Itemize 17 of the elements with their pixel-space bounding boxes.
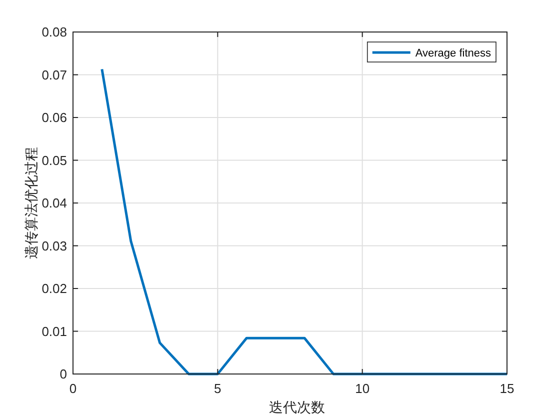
y-tick-label: 0.04 xyxy=(42,196,67,210)
legend: Average fitness xyxy=(366,42,496,62)
y-axis-title: 遗传算法优化过程 xyxy=(24,147,40,259)
y-tick-label: 0.06 xyxy=(42,110,67,125)
x-tick-label: 10 xyxy=(355,381,370,396)
y-tick-label: 0.07 xyxy=(42,67,67,82)
legend-label: Average fitness xyxy=(415,48,492,60)
x-tick-label: 5 xyxy=(214,381,222,396)
x-tick-label: 15 xyxy=(500,381,514,396)
y-tick-label: 0.01 xyxy=(42,324,67,339)
y-tick-label: 0.02 xyxy=(42,281,67,296)
y-tick-label: 0 xyxy=(60,366,67,382)
y-tick-label: 0.08 xyxy=(42,24,67,40)
y-tick-label: 0.05 xyxy=(42,152,67,168)
y-tick-label: 0.03 xyxy=(42,238,67,254)
x-tick-label: 0 xyxy=(69,381,77,396)
x-axis-title: 迭代次数 xyxy=(269,400,325,416)
